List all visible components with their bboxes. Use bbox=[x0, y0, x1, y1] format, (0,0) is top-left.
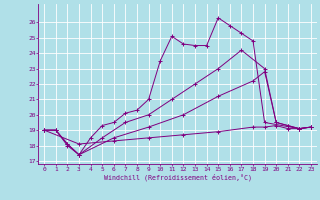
X-axis label: Windchill (Refroidissement éolien,°C): Windchill (Refroidissement éolien,°C) bbox=[104, 173, 252, 181]
